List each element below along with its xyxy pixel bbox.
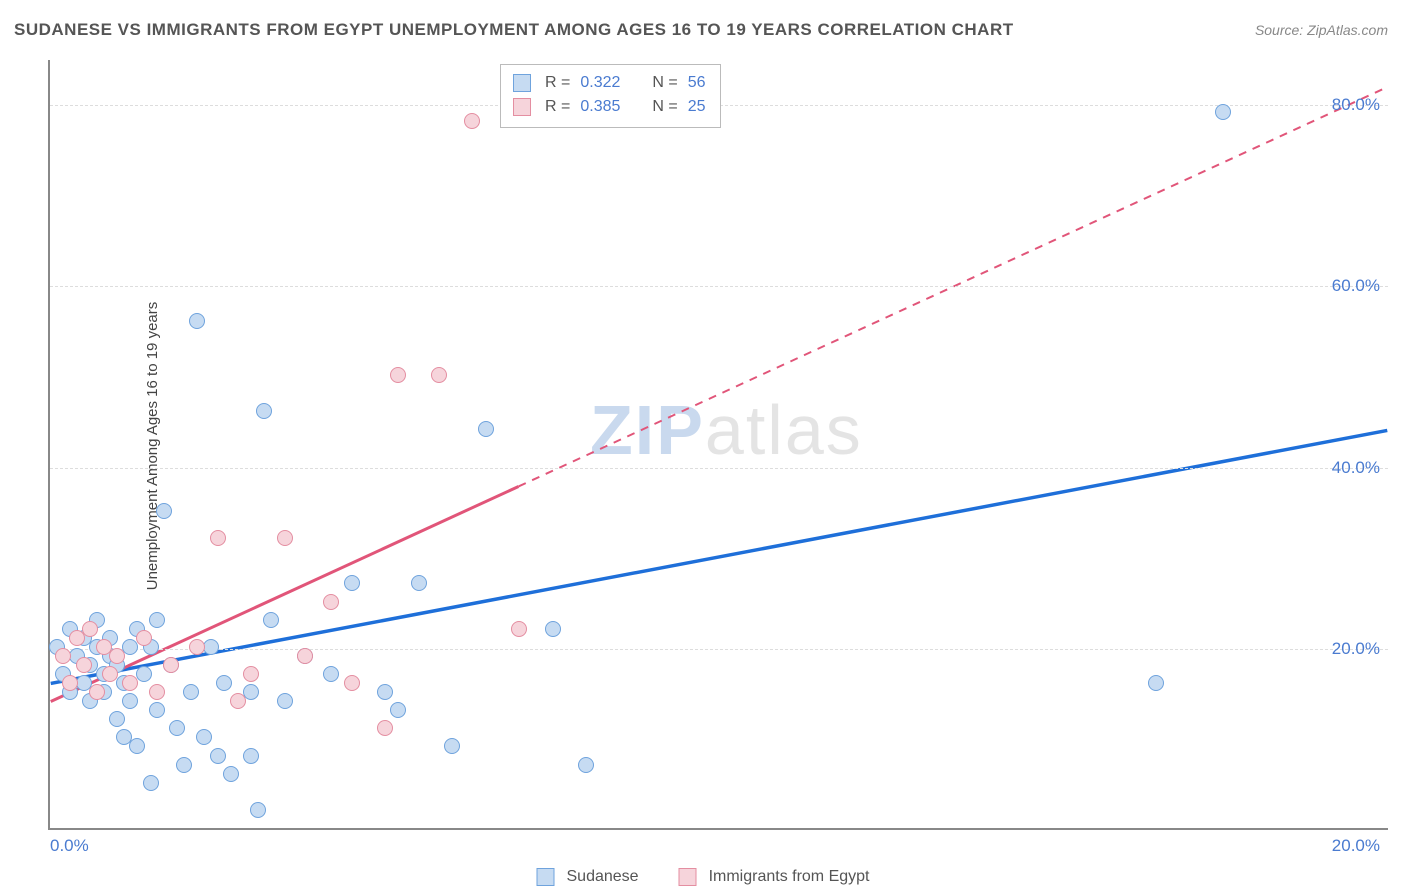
sudanese-point (377, 684, 393, 700)
y-tick-label: 40.0% (1332, 458, 1380, 478)
grid-line (50, 468, 1388, 469)
sudanese-point (277, 693, 293, 709)
sudanese-point (545, 621, 561, 637)
egypt-point (511, 621, 527, 637)
stats-swatch (513, 74, 531, 92)
sudanese-point (243, 748, 259, 764)
sudanese-point (444, 738, 460, 754)
egypt-point (136, 630, 152, 646)
sudanese-point (210, 748, 226, 764)
trend-lines (50, 60, 1388, 828)
sudanese-point (323, 666, 339, 682)
sudanese-point (169, 720, 185, 736)
sudanese-point (176, 757, 192, 773)
sudanese-point (196, 729, 212, 745)
egypt-point (377, 720, 393, 736)
stats-r-value: 0.385 (580, 95, 620, 119)
sudanese-point (149, 612, 165, 628)
egypt-point (390, 367, 406, 383)
sudanese-point (390, 702, 406, 718)
egypt-point (323, 594, 339, 610)
sudanese-point (243, 684, 259, 700)
sudanese-point (411, 575, 427, 591)
stats-r-label: R = (545, 71, 570, 95)
egypt-point (210, 530, 226, 546)
egypt-point (102, 666, 118, 682)
sudanese-point (578, 757, 594, 773)
sudanese-point (263, 612, 279, 628)
stats-r-label: R = (545, 95, 570, 119)
sudanese-point (256, 403, 272, 419)
y-tick-label: 20.0% (1332, 639, 1380, 659)
legend-swatch (679, 868, 697, 886)
sudanese-point (216, 675, 232, 691)
egypt-point (297, 648, 313, 664)
x-tick-max: 20.0% (1332, 836, 1380, 856)
egypt-point (163, 657, 179, 673)
sudanese-point (156, 503, 172, 519)
egypt-point (243, 666, 259, 682)
egypt-point (277, 530, 293, 546)
sudanese-point (129, 738, 145, 754)
grid-line (50, 649, 1388, 650)
sudanese-point (149, 702, 165, 718)
stats-swatch (513, 98, 531, 116)
plot-area: ZIPatlas 0.0% 20.0% 20.0%40.0%60.0%80.0% (48, 60, 1388, 830)
watermark: ZIPatlas (590, 390, 863, 470)
source-attribution: Source: ZipAtlas.com (1255, 22, 1388, 38)
stats-r-value: 0.322 (580, 71, 620, 95)
egypt-point (149, 684, 165, 700)
stats-n-label: N = (652, 95, 677, 119)
sudanese-point (189, 313, 205, 329)
sudanese-point (109, 711, 125, 727)
egypt-point (431, 367, 447, 383)
egypt-point (189, 639, 205, 655)
legend-label: Sudanese (567, 868, 639, 886)
sudanese-point (1148, 675, 1164, 691)
sudanese-point (250, 802, 266, 818)
sudanese-point (183, 684, 199, 700)
sudanese-point (223, 766, 239, 782)
sudanese-point (136, 666, 152, 682)
x-tick-origin: 0.0% (50, 836, 89, 856)
sudanese-point (122, 693, 138, 709)
egypt-point (76, 657, 92, 673)
egypt-point (62, 675, 78, 691)
bottom-legend: Sudanese Immigrants from Egypt (537, 868, 870, 886)
egypt-point (230, 693, 246, 709)
egypt-point (464, 113, 480, 129)
legend-item: Immigrants from Egypt (679, 868, 870, 886)
sudanese-point (344, 575, 360, 591)
y-tick-label: 60.0% (1332, 276, 1380, 296)
chart-container: SUDANESE VS IMMIGRANTS FROM EGYPT UNEMPL… (0, 0, 1406, 892)
stats-legend-box: R = 0.322 N = 56 R = 0.385 N = 25 (500, 64, 721, 128)
egypt-point (82, 621, 98, 637)
egypt-point (109, 648, 125, 664)
stats-n-label: N = (652, 71, 677, 95)
stats-row: R = 0.385 N = 25 (513, 95, 706, 119)
grid-line (50, 286, 1388, 287)
chart-title: SUDANESE VS IMMIGRANTS FROM EGYPT UNEMPL… (14, 20, 1014, 40)
egypt-point (122, 675, 138, 691)
sudanese-point (478, 421, 494, 437)
legend-item: Sudanese (537, 868, 639, 886)
egypt-point (55, 648, 71, 664)
legend-swatch (537, 868, 555, 886)
sudanese-point (143, 775, 159, 791)
stats-n-value: 56 (688, 71, 706, 95)
legend-label: Immigrants from Egypt (709, 868, 870, 886)
stats-n-value: 25 (688, 95, 706, 119)
stats-row: R = 0.322 N = 56 (513, 71, 706, 95)
y-tick-label: 80.0% (1332, 95, 1380, 115)
egypt-point (344, 675, 360, 691)
egypt-point (89, 684, 105, 700)
sudanese-point (1215, 104, 1231, 120)
